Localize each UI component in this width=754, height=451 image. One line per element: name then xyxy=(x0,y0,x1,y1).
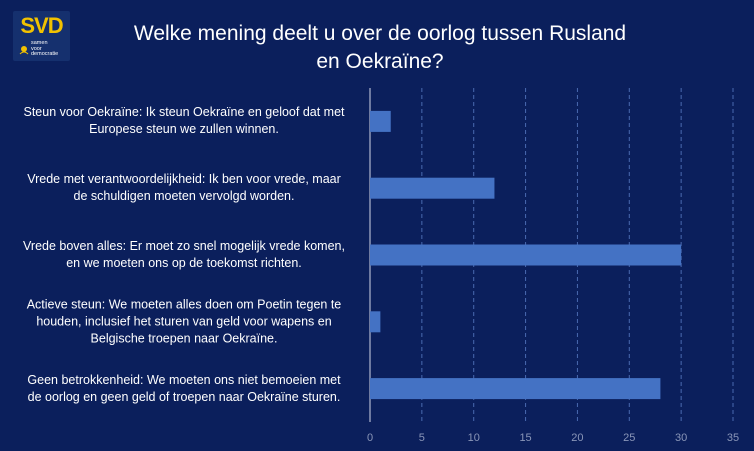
x-tick-label: 35 xyxy=(727,432,739,444)
category-label: Vrede met verantwoordelijkheid: Ik ben v… xyxy=(4,171,364,205)
x-tick-label: 5 xyxy=(419,432,425,444)
category-label-line: Vrede boven alles: Er moet zo snel mogel… xyxy=(23,239,345,253)
category-label-line: houden, inclusief het sturen van geld vo… xyxy=(36,314,332,329)
category-label-line: Belgische troepen naar Oekraïne. xyxy=(90,331,278,346)
chart-title: Welke mening deelt u over de oorlog tuss… xyxy=(133,22,627,73)
logo-subtitle: samen voor democratie xyxy=(31,40,69,58)
category-label-line: Vrede met verantwoordelijkheid: Ik ben v… xyxy=(27,172,341,187)
bar xyxy=(370,244,682,266)
x-tick-label: 30 xyxy=(675,432,687,444)
category-label: Geen betrokkenheid: We moeten ons niet b… xyxy=(4,372,364,406)
sun-icon xyxy=(19,46,29,55)
x-tick-label: 15 xyxy=(519,432,531,444)
x-tick-label: 25 xyxy=(623,432,635,444)
category-label-line: Actieve steun: We moeten alles doen om P… xyxy=(26,297,342,312)
logo-name: SVD xyxy=(20,13,63,38)
logo-sub-line: samen xyxy=(31,40,48,46)
category-label-line: Steun voor Oekraïne: Ik steun Oekraïne e… xyxy=(23,105,345,120)
logo: SVD samen voor democratie xyxy=(13,11,70,61)
bar xyxy=(370,177,495,199)
category-label-line: en we moeten ons op de toekomst richten. xyxy=(66,256,302,270)
logo-sub-line: democratie xyxy=(31,51,59,57)
category-label-line: de oorlog en geen geld of troepen naar O… xyxy=(27,389,341,404)
logo-sub-line: voor xyxy=(31,45,42,52)
bar xyxy=(370,378,661,400)
bar xyxy=(370,110,391,132)
category-label-line: Geen betrokkenheid: We moeten ons niet b… xyxy=(27,372,341,387)
category-label: Steun voor Oekraïne: Ik steun Oekraïne e… xyxy=(4,104,364,138)
category-label: Vrede boven alles: Er moet zo snel mogel… xyxy=(4,238,364,272)
x-tick-label: 20 xyxy=(571,432,583,444)
x-tick-label: 10 xyxy=(468,432,480,444)
x-tick-label: 0 xyxy=(367,432,373,444)
bar xyxy=(370,311,381,333)
category-label-line: Europese steun we zullen winnen. xyxy=(89,122,279,137)
category-label: Actieve steun: We moeten alles doen om P… xyxy=(4,296,364,347)
category-label-line: de schuldigen moeten vervolgd worden. xyxy=(73,189,295,204)
